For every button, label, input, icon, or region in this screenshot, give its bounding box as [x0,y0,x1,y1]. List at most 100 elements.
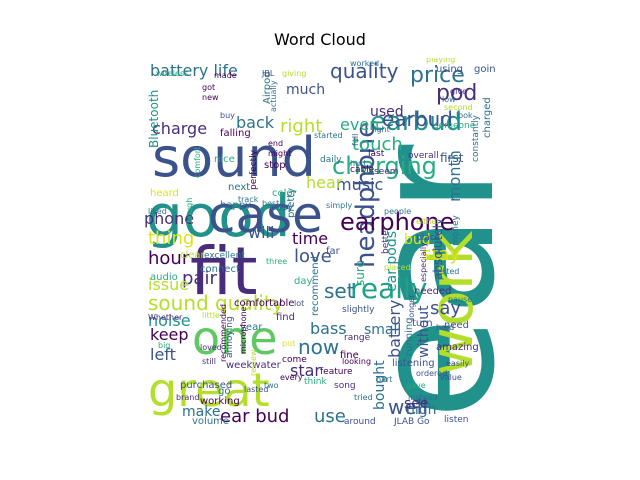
word-sound-quality: sound quality [148,291,284,315]
word-low: low [442,95,456,104]
word-lot: lot [294,299,304,308]
word-will: will [248,223,274,242]
word-listen: listen [444,415,468,425]
word-give: give [450,87,467,96]
word-set: set [324,279,355,303]
word-ear: ear [336,144,496,420]
word-keep: keep [150,325,189,344]
word-far: far [326,246,341,257]
word-easily: easily [446,359,469,368]
word-jbl: JBL [261,69,275,78]
word-money: money [451,214,461,246]
word-use: use [314,406,346,427]
word-music: music [336,175,383,194]
word-overall: overall [408,151,439,161]
word-giving: giving [282,69,306,78]
word-thing: thing [148,228,194,249]
word-around: around [344,417,376,427]
word-year: year [240,322,263,333]
word-battery: battery [385,300,404,358]
word-pod: pod [436,81,477,106]
word-got: got [202,83,215,92]
word-charging: charging [332,152,437,180]
word-full: full [351,134,360,146]
word-bud: bud [404,232,431,248]
word-tried: tried [354,393,373,402]
word-track: track [238,195,259,204]
word-volume: volume [192,416,229,427]
word-love: love [294,246,332,267]
word-issue: issue [148,275,189,294]
word-recommended: recommended [219,304,228,362]
word-sound: sound [152,126,316,189]
word-pair: pair [182,268,217,289]
word-liked: liked [148,207,167,216]
word-especially: especially [419,242,428,282]
word-well: well [388,395,428,419]
word-hour: hour [148,248,190,269]
word-microphone: microphone [239,306,248,354]
word-wireless: wireless [156,69,188,78]
word-now: now [298,335,339,359]
word-bass: bass [310,319,347,338]
word-made: made [214,71,237,80]
word-small: small [364,322,401,338]
word-listening: listening [392,358,435,369]
word-feature: feature [320,367,353,377]
word-someone: someone [434,121,476,131]
word-come: come [282,355,307,365]
word-seem: seem [374,167,399,177]
word-two: two [264,381,279,390]
word-tested: tested [434,267,459,276]
word-fit: fit [190,233,257,310]
word-sure: sure [353,260,367,286]
word-whether: Whether [148,313,183,322]
word-phone: phone [144,209,194,228]
word-longer: longer [407,294,416,320]
word-back: back [236,113,275,132]
word-buy: buy [220,111,235,120]
word-pause: pause [448,295,472,304]
word-worked: worked [350,59,379,68]
word-better: better [381,226,391,254]
word-need: need [444,320,469,331]
word-ear-bud: ear bud [220,406,290,427]
word-annoying: annoying [225,316,235,358]
word-right: right [280,116,322,137]
word-actually: actually [269,80,278,112]
word-first: first [440,151,464,165]
word-recommend: recommend [310,256,321,316]
word-playing: playing [426,58,455,64]
word-three: three [266,257,287,266]
word-think: think [304,377,327,387]
word-range: range [344,333,371,343]
word-connect: connect [200,264,240,275]
word-left: left [150,345,176,364]
word-earphone: earphone [340,208,454,236]
word-part: part [376,375,392,384]
word-purchased: purchased [180,380,232,391]
word-hear: hear [306,173,343,192]
word-case: case [208,186,323,244]
word-constantly: constantly [471,114,481,162]
word-turn: turn [412,318,433,329]
word-comfort: comfort [193,147,202,178]
word-ear-pods: ear pods [384,231,400,292]
word-going: going [474,64,496,75]
word-nice: nice [214,154,235,165]
word-charge: charge [152,119,207,138]
word-star: star [290,361,321,380]
word-jlab-go: JLAB Go [393,417,430,427]
word-people: people [384,207,411,216]
word-new: new [202,93,219,102]
word-simply: simply [326,201,352,210]
word-charged: charged [482,97,493,138]
word-value: value [440,373,462,382]
word-last: last [368,149,385,159]
word-running: running [404,317,415,356]
word-excellent: excellent [204,251,245,261]
word-looking: looking [342,357,371,366]
word-end: end [268,139,283,148]
word-look: look [456,111,473,120]
